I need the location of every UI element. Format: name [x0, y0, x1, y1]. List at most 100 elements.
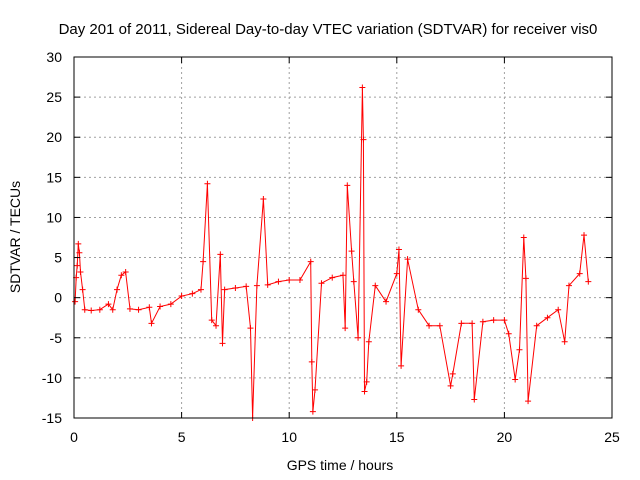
data-point [533, 322, 540, 329]
data-point [167, 301, 174, 308]
y-tick-label: 20 [46, 129, 62, 145]
data-point [398, 362, 405, 369]
data-point [122, 268, 129, 275]
data-point [581, 232, 588, 239]
data-point [359, 84, 366, 91]
data-point [522, 275, 529, 282]
axis-ticks: 0 5 10 15 20 25 -15 -10 -5 0 5 10 15 20 25 30 [42, 49, 620, 445]
data-point [426, 322, 433, 329]
grid-lines [74, 57, 612, 418]
data-point [447, 382, 454, 389]
data-point [178, 293, 185, 300]
series-line [74, 87, 589, 419]
data-point [197, 286, 204, 293]
data-point [501, 317, 508, 324]
y-tick-label: 15 [46, 169, 62, 185]
data-point [490, 317, 497, 324]
data-point [393, 270, 400, 277]
data-point [148, 320, 155, 327]
data-point [77, 268, 84, 275]
y-axis-label: SDTVAR / TECUs [7, 181, 23, 293]
data-point [126, 305, 133, 312]
data-point [505, 330, 512, 337]
data-point [157, 303, 164, 310]
data-point [118, 272, 125, 279]
data-point [395, 246, 402, 253]
data-point [275, 278, 282, 285]
data-point [307, 258, 314, 265]
x-tick-label: 20 [497, 429, 513, 445]
data-point [309, 408, 316, 415]
data-point [253, 282, 260, 289]
data-point [544, 314, 551, 321]
data-point [105, 301, 112, 308]
data-point [219, 340, 226, 347]
data-point [109, 306, 116, 313]
x-tick-label: 10 [281, 429, 297, 445]
data-point [365, 338, 372, 345]
data-point [264, 281, 271, 288]
data-point [361, 388, 368, 395]
data-point [146, 304, 153, 311]
data-point [360, 136, 367, 143]
data-point [576, 270, 583, 277]
data-point [308, 358, 315, 365]
x-tick-label: 15 [389, 429, 405, 445]
data-series [72, 84, 592, 421]
data-point [348, 248, 355, 255]
data-point [344, 182, 351, 189]
data-point [363, 378, 370, 385]
data-point [96, 306, 103, 313]
data-point [318, 280, 325, 287]
data-point [79, 286, 86, 293]
data-point [243, 283, 250, 290]
data-point [415, 306, 422, 313]
data-point [75, 240, 82, 247]
data-point [525, 398, 532, 405]
data-point [436, 322, 443, 329]
data-point [555, 306, 562, 313]
data-point [404, 256, 411, 263]
y-tick-label: 0 [54, 290, 62, 306]
data-point [340, 272, 346, 279]
data-point [232, 285, 239, 292]
data-point [565, 282, 572, 289]
data-point [449, 370, 456, 377]
data-point [469, 320, 476, 327]
data-point [204, 180, 211, 187]
data-point [286, 277, 293, 284]
data-point [350, 278, 357, 285]
x-axis-label: GPS time / hours [287, 457, 394, 473]
plot-frame [73, 56, 613, 419]
data-point [312, 386, 319, 393]
data-point [471, 396, 478, 403]
data-point [458, 320, 465, 327]
y-tick-label: -5 [50, 330, 63, 346]
data-point [74, 262, 81, 269]
data-point [221, 286, 228, 293]
data-point [135, 306, 142, 313]
data-point [247, 325, 254, 332]
y-tick-label: -15 [42, 410, 62, 426]
y-tick-label: 5 [54, 250, 62, 266]
data-point [213, 322, 220, 329]
y-tick-label: 30 [46, 49, 62, 65]
data-point [383, 298, 390, 305]
y-tick-label: 10 [46, 209, 62, 225]
data-point [114, 286, 121, 293]
data-point [372, 282, 379, 289]
data-point [342, 325, 349, 332]
data-point [72, 298, 79, 305]
data-point [329, 274, 336, 281]
data-point [561, 338, 568, 345]
data-point [512, 376, 519, 383]
data-point [200, 258, 207, 265]
x-tick-label: 0 [70, 429, 78, 445]
data-point [88, 307, 95, 314]
y-tick-label: -10 [42, 370, 62, 386]
data-point [479, 318, 486, 325]
data-point [260, 195, 267, 202]
x-tick-label: 5 [178, 429, 186, 445]
data-point [296, 277, 303, 284]
